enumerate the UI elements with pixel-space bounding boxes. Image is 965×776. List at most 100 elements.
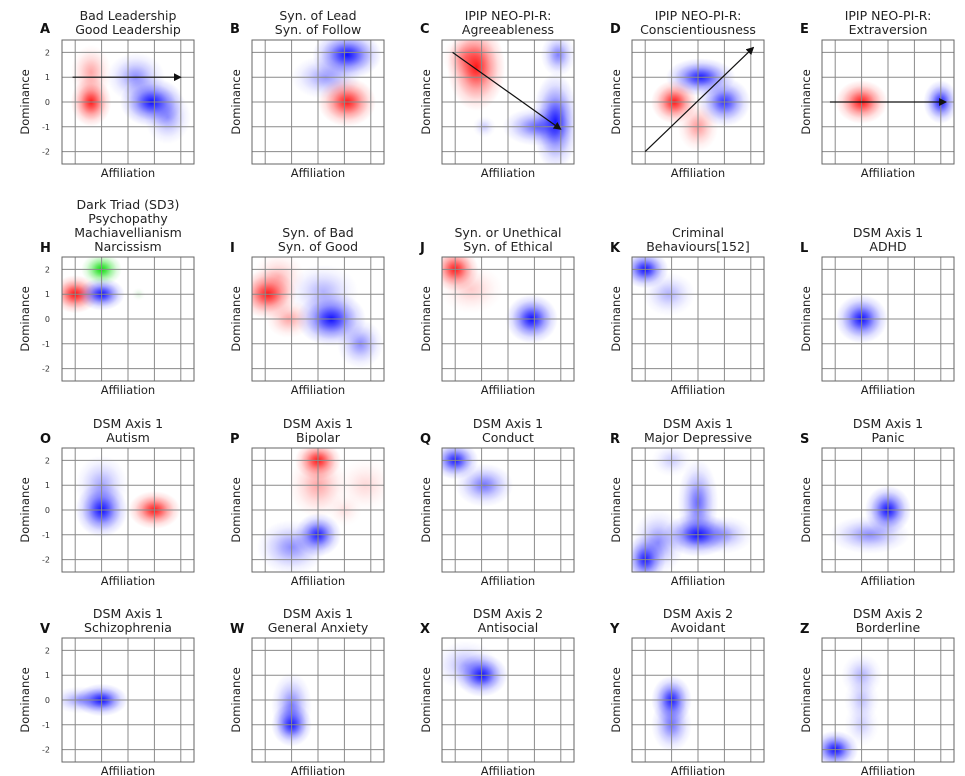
x-axis-label: Affiliation	[861, 166, 915, 180]
y-axis-label: Dominance	[799, 69, 813, 134]
panel-title-line: Machiavellianism	[74, 225, 182, 240]
panel-letter: H	[40, 241, 51, 256]
y-axis-label: Dominance	[609, 69, 623, 134]
x-axis-label: Affiliation	[101, 166, 155, 180]
panel-title-line: DSM Axis 1	[853, 225, 923, 240]
panel-letter: K	[610, 241, 621, 256]
panel-title-line: DSM Axis 1	[93, 606, 163, 621]
x-axis-label: Affiliation	[861, 383, 915, 397]
plot-frame	[821, 39, 955, 165]
y-tick-label: -1	[42, 721, 50, 730]
y-axis-label: Dominance	[799, 667, 813, 732]
y-axis-label: Dominance	[419, 477, 433, 542]
panel-title-line: Bipolar	[296, 430, 341, 445]
y-tick-label: 2	[45, 265, 50, 274]
plot-frame	[631, 447, 765, 573]
y-tick-label: 2	[45, 456, 50, 465]
y-tick-label: 0	[45, 696, 50, 705]
density-blob	[70, 44, 112, 100]
y-axis-label: Dominance	[419, 286, 433, 351]
density-layer	[256, 448, 384, 572]
x-axis-label: Affiliation	[101, 764, 155, 776]
y-tick-label: 1	[45, 73, 50, 82]
plot-frame	[61, 637, 195, 763]
x-axis-label: Affiliation	[481, 574, 535, 588]
x-axis-label: Affiliation	[291, 383, 345, 397]
density-layer	[62, 257, 146, 314]
y-tick-label: 0	[45, 98, 50, 107]
density-layer	[828, 485, 912, 554]
panel-letter: I	[230, 241, 235, 256]
density-blob	[442, 640, 498, 690]
panel-letter: V	[40, 622, 50, 637]
panel-title-line: Psychopathy	[88, 211, 168, 226]
plot-frame	[251, 637, 385, 763]
panel-title-line: DSM Axis 1	[283, 606, 353, 621]
x-axis-label: Affiliation	[671, 764, 725, 776]
density-layer	[70, 44, 191, 145]
plot-frame	[441, 256, 575, 382]
panel-letter: W	[230, 622, 244, 637]
y-tick-label: 0	[45, 506, 50, 515]
panel-title-line: Major Depressive	[644, 430, 752, 445]
trend-arrow	[452, 51, 562, 130]
panel-title-line: DSM Axis 1	[283, 416, 353, 431]
x-axis-label: Affiliation	[671, 166, 725, 180]
panel-title-line: Syn. of Lead	[279, 8, 356, 23]
y-axis-label: Dominance	[18, 286, 32, 351]
panel-title-line: IPIP NEO-PI-R:	[845, 8, 932, 23]
panel-title-line: DSM Axis 1	[473, 416, 543, 431]
y-axis-label: Dominance	[609, 286, 623, 351]
x-axis-label: Affiliation	[481, 764, 535, 776]
panel-letter: B	[230, 22, 240, 37]
y-axis-label: Dominance	[609, 667, 623, 732]
panel-title-line: IPIP NEO-PI-R:	[465, 8, 552, 23]
panel-title-line: Narcissism	[94, 239, 161, 254]
panel-title-line: Borderline	[856, 620, 921, 635]
y-tick-label: -2	[42, 556, 50, 565]
density-layer	[442, 257, 558, 344]
plot-frame	[441, 39, 575, 165]
plot-frame	[441, 637, 575, 763]
panel-title-line: DSM Axis 1	[853, 416, 923, 431]
plot-frame	[61, 256, 195, 382]
density-layer	[651, 58, 751, 152]
panel-letter: Q	[420, 432, 431, 447]
panel-title-line: Conduct	[482, 430, 534, 445]
x-axis-label: Affiliation	[291, 764, 345, 776]
panel-letter: C	[420, 22, 430, 37]
y-axis-label: Dominance	[229, 69, 243, 134]
x-axis-label: Affiliation	[481, 383, 535, 397]
y-axis-label: Dominance	[229, 477, 243, 542]
plot-frame	[821, 256, 955, 382]
panel-title-line: Syn. of Bad	[282, 225, 353, 240]
plot-frame	[251, 39, 385, 165]
plot-frame	[821, 637, 955, 763]
panel-letter: Z	[800, 622, 809, 637]
plot-frame	[821, 447, 955, 573]
trend-arrow	[644, 46, 755, 153]
density-blob	[442, 264, 503, 314]
panel-title-line: Avoidant	[671, 620, 726, 635]
panel-title-line: Bad Leadership	[80, 8, 177, 23]
plot-frame	[61, 39, 195, 165]
density-blob	[144, 89, 191, 145]
plot-frame	[631, 256, 765, 382]
panel-letter: O	[40, 432, 51, 447]
x-axis-label: Affiliation	[671, 574, 725, 588]
plot-frame	[251, 256, 385, 382]
panel-title-line: DSM Axis 1	[93, 416, 163, 431]
x-axis-label: Affiliation	[291, 574, 345, 588]
panel-title-line: DSM Axis 2	[663, 606, 733, 621]
panel-letter: D	[610, 22, 621, 37]
panel-title-line: Syn. of Good	[278, 239, 358, 254]
density-blob	[288, 264, 359, 319]
panel-title-line: DSM Axis 1	[663, 416, 733, 431]
